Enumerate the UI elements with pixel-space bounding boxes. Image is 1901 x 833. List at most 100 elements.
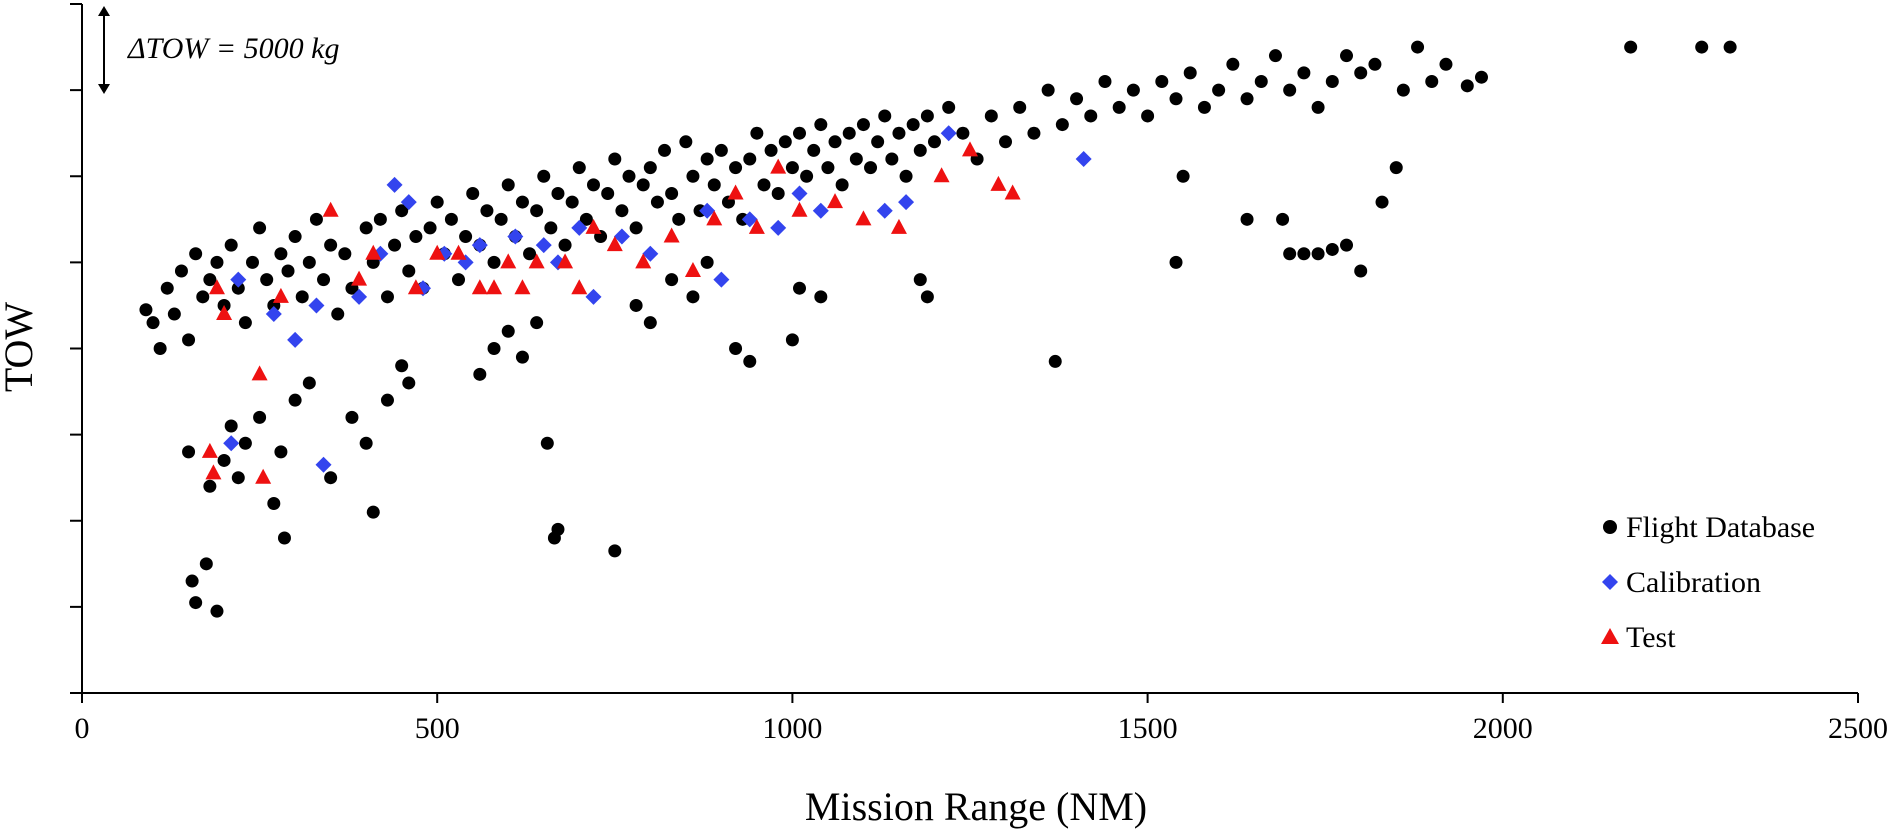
data-point xyxy=(1226,57,1240,71)
data-point xyxy=(146,316,160,330)
data-point xyxy=(302,255,316,269)
data-point xyxy=(1474,70,1488,84)
data-point xyxy=(530,316,544,330)
data-point xyxy=(871,135,885,149)
data-point xyxy=(885,152,899,166)
data-point xyxy=(189,596,203,610)
data-point xyxy=(643,161,657,175)
data-point xyxy=(1340,49,1354,63)
data-point xyxy=(530,204,544,218)
data-point xyxy=(1375,195,1389,209)
data-point xyxy=(444,212,458,226)
data-point xyxy=(210,604,224,618)
data-point xyxy=(878,109,892,123)
data-point xyxy=(899,169,913,183)
data-point xyxy=(890,218,907,234)
data-point xyxy=(642,245,659,262)
data-point xyxy=(849,152,863,166)
data-point xyxy=(1212,83,1226,97)
data-point xyxy=(601,186,615,200)
triangle-marker-icon xyxy=(1601,628,1619,644)
data-point xyxy=(606,236,623,252)
legend: Flight Database Calibration Test xyxy=(1601,511,1815,654)
data-point xyxy=(1325,242,1339,256)
data-point xyxy=(572,161,586,175)
data-point xyxy=(1197,100,1211,114)
data-point xyxy=(436,245,453,262)
data-point xyxy=(729,342,743,355)
data-point xyxy=(351,288,368,305)
data-point xyxy=(1268,49,1282,63)
data-point xyxy=(487,255,501,269)
data-point xyxy=(238,316,252,330)
data-point xyxy=(636,178,650,192)
data-point xyxy=(223,435,240,452)
data-point xyxy=(331,307,345,321)
data-point xyxy=(650,195,664,209)
data-point xyxy=(1013,100,1027,114)
data-point xyxy=(1460,79,1474,93)
data-point xyxy=(366,505,380,519)
data-point xyxy=(842,126,856,140)
data-point xyxy=(245,255,259,269)
data-point xyxy=(622,169,636,183)
data-point xyxy=(684,261,701,277)
data-point xyxy=(309,212,323,226)
data-point xyxy=(317,273,331,287)
data-point xyxy=(1126,83,1140,97)
data-point xyxy=(793,126,807,140)
data-point xyxy=(608,544,622,558)
data-point xyxy=(231,281,245,295)
data-point xyxy=(338,247,352,261)
data-point xyxy=(1311,247,1325,261)
data-point xyxy=(920,290,934,304)
data-point xyxy=(471,237,488,254)
data-point xyxy=(459,230,473,244)
data-point xyxy=(990,175,1007,191)
data-point xyxy=(507,228,524,245)
y-axis-ticks xyxy=(70,3,82,694)
data-series xyxy=(139,40,1737,618)
data-point xyxy=(757,178,771,192)
legend-label-calibration: Calibration xyxy=(1626,566,1761,599)
x-tick-label: 2000 xyxy=(1473,712,1533,745)
data-point xyxy=(544,221,558,235)
data-point xyxy=(999,135,1013,149)
y-axis-title: TOW xyxy=(0,302,41,393)
plot-area: 0 500 1000 1500 2000 2500 xyxy=(70,3,1888,745)
data-point xyxy=(201,442,218,458)
data-point xyxy=(665,273,679,287)
data-point xyxy=(500,253,517,269)
data-point xyxy=(741,211,758,228)
data-point xyxy=(395,204,409,218)
data-point xyxy=(359,436,373,450)
data-point xyxy=(1368,57,1382,71)
data-point xyxy=(892,126,906,140)
data-point xyxy=(182,445,196,459)
data-point xyxy=(231,471,245,485)
data-point xyxy=(679,135,693,149)
data-point xyxy=(255,468,272,484)
data-point xyxy=(571,219,588,236)
data-point xyxy=(386,176,403,193)
data-point xyxy=(906,118,920,132)
data-point xyxy=(295,290,309,304)
data-point xyxy=(876,202,893,219)
data-point xyxy=(800,169,814,183)
data-point xyxy=(828,135,842,149)
data-point xyxy=(253,221,267,235)
data-point xyxy=(540,436,554,450)
data-point xyxy=(251,365,268,381)
data-point xyxy=(920,109,934,123)
x-tick-label: 1000 xyxy=(762,712,822,745)
data-point xyxy=(217,453,231,467)
data-point xyxy=(153,342,167,355)
data-point xyxy=(287,331,304,348)
data-point xyxy=(205,464,222,480)
legend-item-flight-database: Flight Database xyxy=(1603,511,1815,544)
data-point xyxy=(324,471,338,485)
data-point xyxy=(466,186,480,200)
data-point xyxy=(322,201,339,217)
data-point xyxy=(253,410,267,424)
data-point xyxy=(302,376,316,390)
